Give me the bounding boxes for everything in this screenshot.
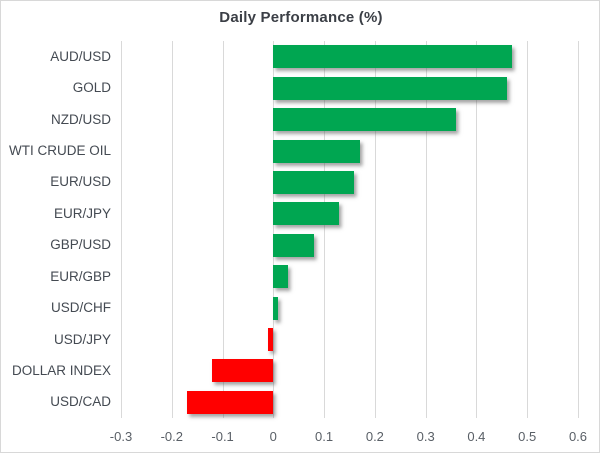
plot-area bbox=[121, 41, 579, 418]
x-tick-label: 0.3 bbox=[416, 429, 435, 444]
performance-bar bbox=[273, 170, 355, 194]
performance-bar bbox=[273, 233, 314, 257]
performance-bar bbox=[273, 76, 507, 100]
x-tick-label: 0.1 bbox=[315, 429, 334, 444]
performance-bar bbox=[273, 202, 340, 226]
value-axis: -0.3 -0.2 -0.1 0 0.1 0.2 0.3 0.4 0.5 0.6 bbox=[1, 429, 599, 447]
category-label: DOLLAR INDEX bbox=[11, 362, 111, 378]
performance-bar bbox=[273, 108, 457, 131]
x-tick-label: 0.5 bbox=[518, 429, 537, 444]
category-label: WTI CRUDE OIL bbox=[8, 143, 111, 158]
performance-bar bbox=[273, 139, 360, 163]
category-label: AUD/USD bbox=[50, 48, 111, 64]
gridline bbox=[273, 41, 275, 418]
performance-bar bbox=[268, 328, 274, 351]
gridline bbox=[374, 41, 376, 418]
x-tick-label: 0.6 bbox=[568, 429, 588, 444]
category-label: USD/JPY bbox=[53, 331, 111, 347]
gridline bbox=[578, 41, 579, 418]
performance-bar bbox=[273, 265, 289, 289]
gridline bbox=[425, 41, 427, 418]
x-tick-label: -0.3 bbox=[109, 429, 133, 444]
category-label: USD/CHF bbox=[51, 300, 111, 315]
category-label: USD/CAD bbox=[50, 394, 111, 410]
x-tick-label: -0.2 bbox=[160, 429, 183, 444]
category-label: GBP/USD bbox=[50, 237, 111, 253]
gridline bbox=[527, 41, 529, 418]
category-axis: AUD/USD GOLD NZD/USD WTI CRUDE OIL EUR/USD EU… bbox=[1, 41, 111, 418]
category-label: EUR/JPY bbox=[53, 205, 111, 221]
gridline bbox=[324, 41, 326, 418]
x-tick-label: 0.4 bbox=[467, 429, 486, 444]
performance-bar bbox=[273, 296, 279, 320]
x-tick-label: 0 bbox=[269, 429, 277, 444]
gridline bbox=[222, 41, 224, 418]
category-label: EUR/GBP bbox=[50, 268, 111, 284]
x-tick-label: 0.2 bbox=[365, 429, 384, 444]
x-tick-label: -0.1 bbox=[211, 429, 234, 444]
gridline bbox=[121, 41, 122, 418]
performance-bar bbox=[187, 390, 274, 414]
chart-title: Daily Performance (%) bbox=[219, 9, 383, 26]
gridline bbox=[171, 41, 173, 418]
category-label: EUR/USD bbox=[50, 174, 111, 190]
performance-bar bbox=[273, 45, 512, 69]
category-label: NZD/USD bbox=[51, 111, 111, 127]
gridline bbox=[476, 41, 478, 418]
category-label: GOLD bbox=[72, 80, 111, 96]
performance-bar bbox=[212, 359, 274, 383]
